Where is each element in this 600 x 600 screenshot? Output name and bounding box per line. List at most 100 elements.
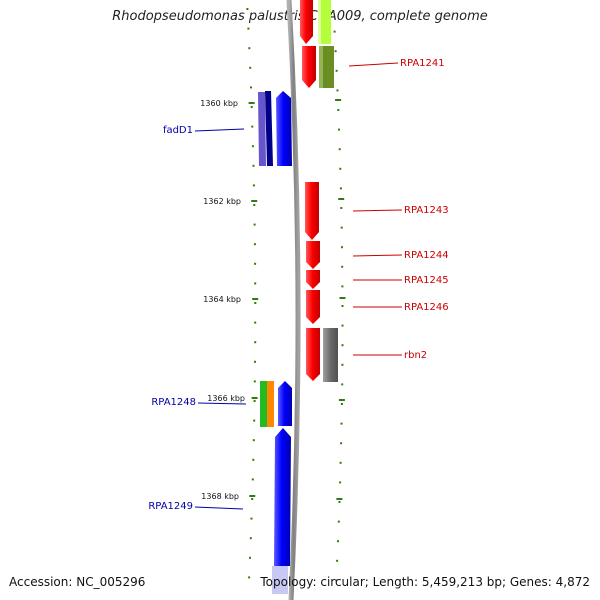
track-dot — [339, 461, 342, 464]
gene-feature[interactable] — [267, 381, 274, 427]
track-dot — [252, 439, 255, 442]
track-dot — [253, 223, 256, 226]
gene-label[interactable]: RPA1249 — [148, 501, 193, 512]
gene-label[interactable]: rbn2 — [404, 350, 427, 361]
gene-feature[interactable] — [300, 0, 313, 44]
track-dot — [341, 285, 344, 288]
scale-tick — [249, 495, 256, 497]
track-dot — [337, 109, 340, 111]
gene-rpa1246[interactable] — [306, 290, 320, 324]
track-dot — [254, 341, 257, 344]
gene-rbn2[interactable] — [323, 328, 338, 382]
track-dot — [340, 226, 343, 229]
gene-feature[interactable] — [318, 0, 331, 44]
track-dot — [249, 537, 252, 540]
track-dot — [251, 478, 254, 481]
scale-tick — [335, 99, 342, 101]
gene-label[interactable]: fadD1 — [163, 125, 193, 136]
scale-tick — [251, 200, 258, 202]
track-dot — [335, 69, 338, 72]
track-dot — [341, 246, 343, 249]
track-dot — [253, 380, 256, 383]
track-dot — [335, 579, 338, 582]
gene-label[interactable]: RPA1245 — [404, 275, 449, 286]
track-dot — [251, 125, 254, 128]
tick-label-1362: 1362 kbp — [203, 197, 241, 206]
map-title: Rhodopseudomonas palustris CGA009, compl… — [112, 9, 488, 24]
track-dot — [254, 360, 256, 363]
gene-label[interactable]: RPA1246 — [404, 302, 449, 313]
gene-feature[interactable] — [272, 566, 288, 594]
scale-ticks — [248, 102, 259, 497]
track-dot — [252, 164, 255, 167]
gene-feature[interactable] — [306, 328, 320, 381]
scale-tick — [338, 399, 345, 401]
left-track-dots — [246, 8, 257, 579]
gene-fadd1[interactable] — [265, 91, 273, 166]
track-dot — [254, 262, 257, 265]
gene-rpa1249[interactable] — [274, 428, 291, 566]
gene-labels-left: fadD1 RPA1248 RPA1249 — [148, 125, 196, 512]
track-dot — [334, 50, 337, 53]
genome-summary-text: Topology: circular; Length: 5,459,213 bp… — [260, 575, 590, 589]
gene-feature[interactable] — [319, 46, 323, 88]
track-dot — [251, 498, 254, 500]
gene-feature[interactable] — [260, 381, 267, 427]
genome-backbone — [286, 0, 301, 600]
track-dot — [339, 187, 342, 190]
track-dot — [332, 11, 335, 13]
track-dot — [248, 47, 251, 50]
track-dot — [337, 540, 339, 543]
tick-label-1360: 1360 kbp — [200, 99, 238, 108]
tick-label-1368: 1368 kbp — [201, 492, 239, 501]
gene-label[interactable]: RPA1248 — [151, 397, 196, 408]
track-dot — [253, 204, 256, 206]
track-dot — [340, 207, 343, 209]
gene-feature[interactable] — [302, 46, 316, 88]
track-dot — [249, 556, 251, 559]
accession-text: Accession: NC_005296 — [9, 575, 146, 589]
track-dot — [338, 148, 341, 151]
right-scale-ticks — [335, 99, 346, 500]
track-dot — [341, 324, 344, 327]
track-dot — [336, 559, 339, 562]
scale-tick — [252, 298, 259, 300]
gene-label[interactable]: RPA1244 — [404, 250, 449, 261]
track-dot — [254, 282, 257, 285]
gene-rpa1244[interactable] — [306, 241, 320, 269]
track-dot — [341, 305, 344, 307]
track-dot — [341, 344, 344, 347]
track-dot — [333, 30, 336, 33]
gene-label[interactable]: RPA1241 — [400, 58, 445, 69]
track-dot — [336, 89, 339, 92]
gene-label[interactable]: RPA1243 — [404, 205, 449, 216]
gene-feature[interactable] — [318, 0, 321, 44]
track-dot — [341, 383, 344, 386]
track-dot — [338, 501, 341, 503]
track-dot — [338, 128, 340, 131]
scale-tick — [248, 102, 255, 104]
track-dot — [339, 167, 342, 170]
tick-label-1364: 1364 kbp — [203, 295, 241, 304]
track-dot — [252, 458, 255, 461]
track-dot — [247, 27, 250, 30]
gene-labels-right: RPA1241 RPA1243 RPA1244 RPA1245 RPA1246 … — [400, 58, 449, 361]
track-dot — [250, 517, 253, 520]
gene-feature[interactable] — [258, 92, 266, 166]
track-dot — [339, 481, 342, 484]
track-dot — [252, 184, 255, 187]
track-dot — [254, 321, 257, 324]
scale-tick — [251, 397, 258, 399]
track-dot — [340, 442, 343, 445]
gene-rpa1243[interactable] — [305, 182, 319, 240]
scale-tick — [338, 198, 345, 200]
track-dot — [249, 66, 252, 69]
gene-rpa1248[interactable] — [278, 381, 292, 426]
right-track-dots — [332, 11, 344, 582]
track-dot — [248, 576, 251, 579]
gene-rpa1245[interactable] — [306, 270, 320, 289]
track-dot — [253, 243, 256, 246]
gene-feature[interactable] — [276, 91, 292, 166]
track-dot — [341, 363, 344, 366]
